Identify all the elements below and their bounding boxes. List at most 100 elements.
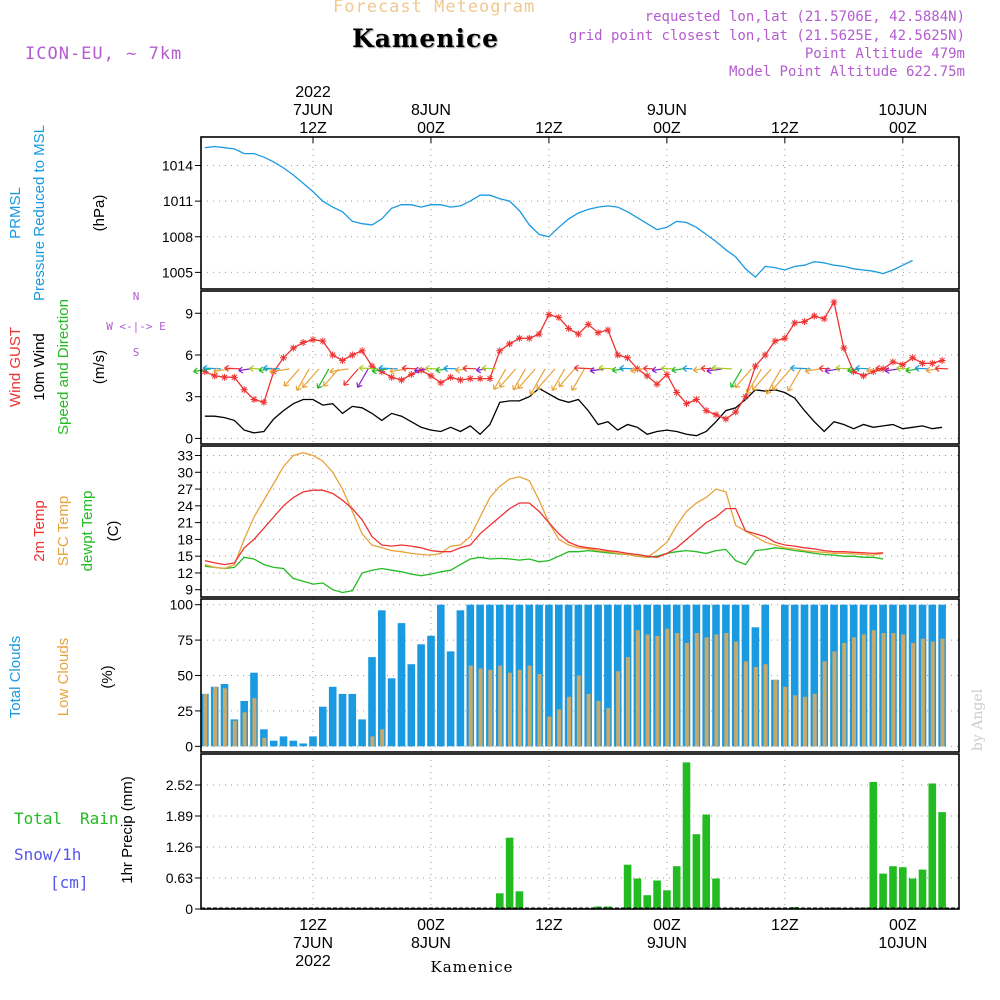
low-cloud-bar (567, 696, 571, 747)
ytick-label: 75 (177, 632, 193, 648)
rain-bar (604, 906, 612, 909)
top-time-label: 10JUN (878, 102, 927, 119)
low-cloud-bar (704, 637, 709, 747)
total-cloud-bar (368, 657, 376, 747)
gust-marker (447, 373, 455, 381)
temp-dewpt-label: dewpt Temp (79, 491, 96, 572)
banner-title: Forecast Meteogram (333, 0, 536, 17)
low-cloud-bar (232, 720, 237, 747)
low-cloud-bar (753, 667, 758, 747)
rain-bar (633, 878, 642, 909)
gust-marker (938, 357, 946, 365)
low-cloud-bar (576, 675, 581, 747)
ytick-label: 1.26 (166, 839, 193, 855)
rain-bar (702, 814, 710, 909)
gust-marker (633, 365, 641, 373)
low-cloud-bar (616, 671, 621, 747)
gust-marker (515, 334, 523, 342)
panel-bg-temperature (201, 446, 959, 597)
panel-frame-precip (200, 753, 960, 910)
low-cloud-bar (557, 709, 562, 747)
ytick-label: 12 (177, 565, 193, 581)
total-cloud-bar (387, 678, 396, 747)
ytick-label: 1014 (162, 158, 193, 174)
wind-direction-arrow (643, 365, 654, 373)
total-cloud-bar (328, 686, 337, 747)
wind-direction-arrow (329, 367, 349, 375)
rain-bar (790, 907, 799, 909)
pressure-unit: (hPa) (91, 195, 108, 232)
gust-marker (358, 347, 366, 355)
gust-marker (673, 389, 681, 397)
low-cloud-bar (911, 642, 915, 747)
gust-marker (427, 372, 435, 380)
gust-marker (506, 340, 514, 348)
gust-marker (781, 334, 789, 342)
low-cloud-bar (222, 688, 227, 747)
low-cloud-bar (930, 641, 935, 747)
gust-marker (722, 415, 730, 423)
rain-bar (672, 866, 681, 909)
low-cloud-bar (488, 669, 493, 747)
total-cloud-bar (604, 604, 612, 747)
low-cloud-bar (763, 664, 768, 747)
gust-marker (221, 373, 229, 381)
precip-total-label: Total (14, 809, 62, 828)
rain-bar (623, 864, 632, 909)
credit-watermark: by Angel (970, 688, 986, 751)
gust-marker (230, 373, 238, 381)
low-cloud-bar (891, 633, 896, 747)
gust-marker (397, 376, 405, 384)
ytick-label: 24 (177, 498, 193, 514)
temp-2m-label: 2m Temp (31, 500, 48, 561)
total-clouds-label: Total Clouds (7, 636, 24, 719)
pressure-label-prmsl: PRMSL (7, 187, 24, 239)
total-cloud-bar (289, 740, 298, 747)
total-cloud-bar (397, 623, 406, 747)
gust-marker (319, 337, 327, 345)
low-cloud-bar (380, 729, 385, 747)
gust-marker (486, 375, 494, 383)
requested-lonlat: requested lon,lat (21.5706E, 42.5884N) (644, 9, 965, 25)
low-cloud-bar (262, 737, 267, 747)
gust-marker (663, 370, 671, 378)
total-cloud-bar (545, 604, 553, 747)
low-cloud-bar (498, 665, 503, 747)
low-cloud-bar (901, 634, 906, 747)
gust-marker (250, 395, 258, 403)
low-cloud-bar (203, 693, 208, 747)
gust-marker (329, 351, 337, 359)
gust-marker (565, 325, 573, 333)
wind-speed-direction-label: Speed and Direction (55, 299, 72, 435)
total-cloud-bar (407, 664, 416, 747)
wind-direction-arrow (262, 364, 280, 372)
gust-marker (702, 407, 710, 415)
wind-direction-arrow (551, 368, 566, 391)
low-cloud-bar (793, 695, 798, 747)
panel-bg-precip (201, 754, 959, 909)
gust-marker (466, 375, 474, 383)
top-time-label: 12Z (535, 120, 563, 137)
total-cloud-bar (279, 736, 288, 747)
ytick-label: 2.52 (166, 777, 193, 793)
wind-direction-arrow (371, 367, 388, 375)
low-cloud-bar (242, 712, 247, 747)
gust-marker (899, 361, 907, 369)
pressure-line (204, 145, 913, 278)
total-cloud-bar (810, 604, 819, 747)
panel-frame-clouds (200, 598, 960, 753)
gust-marker (643, 372, 651, 380)
ytick-label: 50 (177, 668, 193, 684)
rain-bar (505, 837, 514, 909)
wind-direction-arrow (745, 368, 762, 395)
gust-marker (289, 344, 297, 352)
rain-bar (643, 895, 651, 909)
wind-unit: (m/s) (91, 350, 108, 384)
low-cloud-bar (940, 638, 945, 747)
dewpt-temp-line (204, 547, 884, 594)
low-cloud-bar (252, 698, 257, 747)
wind-direction-arrow (356, 368, 369, 388)
gust-marker (614, 351, 622, 359)
wind-direction-arrow (475, 366, 487, 374)
low-cloud-bar (773, 679, 778, 747)
